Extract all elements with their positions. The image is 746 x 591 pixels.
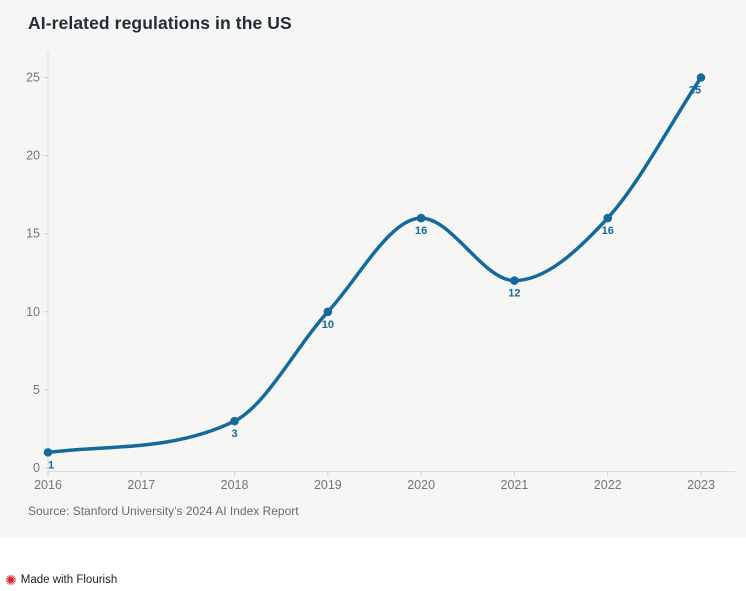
x-axis-tick-label: 2023 [687,478,715,492]
x-axis-tick-label: 2022 [594,478,622,492]
line-chart-svg: 0 5 10 15 20 25 2016 2017 2018 2019 2020 2021 2022 20… [26,52,735,492]
y-axis-tick-label: 20 [26,149,40,163]
y-axis-tick-label: 0 [33,461,40,475]
y-axis-tick-label: 10 [26,305,40,319]
data-point[interactable] [43,448,53,457]
chart-card: AI-related regulations in the US 0 5 10 15 2… [0,0,746,537]
chart-title: AI-related regulations in the US [28,13,292,33]
y-axis-tick-label: 5 [33,383,40,397]
data-point-label: 3 [232,428,238,440]
data-point-label: 12 [508,288,520,300]
line-series-path [46,75,703,455]
data-point[interactable] [230,416,239,426]
data-point-label: 25 [689,85,701,97]
flourish-attribution-link[interactable]: ✺ Made with Flourish [5,571,117,589]
x-axis-tick-label: 2018 [221,478,249,492]
data-point-label: 16 [415,225,427,237]
data-point[interactable] [510,276,519,285]
data-point-label: 10 [322,319,334,331]
flourish-logo-icon: ✺ [5,572,17,588]
data-point-label: 16 [602,225,614,237]
data-point[interactable] [416,213,426,223]
x-axis-tick-label: 2020 [407,478,435,492]
x-axis-tick-label: 2021 [501,478,529,492]
source-note: Source: Stanford University’s 2024 AI In… [28,504,299,518]
y-axis-tick-label: 25 [26,71,40,85]
data-point[interactable] [603,213,613,223]
data-point[interactable] [696,73,706,82]
x-axis-tick-label: 2017 [127,478,155,492]
x-axis-tick-label: 2019 [314,478,342,492]
y-axis-tick-label: 15 [26,227,40,241]
flourish-attribution-label: Made with Flourish [20,574,118,586]
data-point[interactable] [323,307,333,317]
x-axis-tick-label: 2016 [34,478,62,492]
data-point-label: 1 [48,459,54,471]
